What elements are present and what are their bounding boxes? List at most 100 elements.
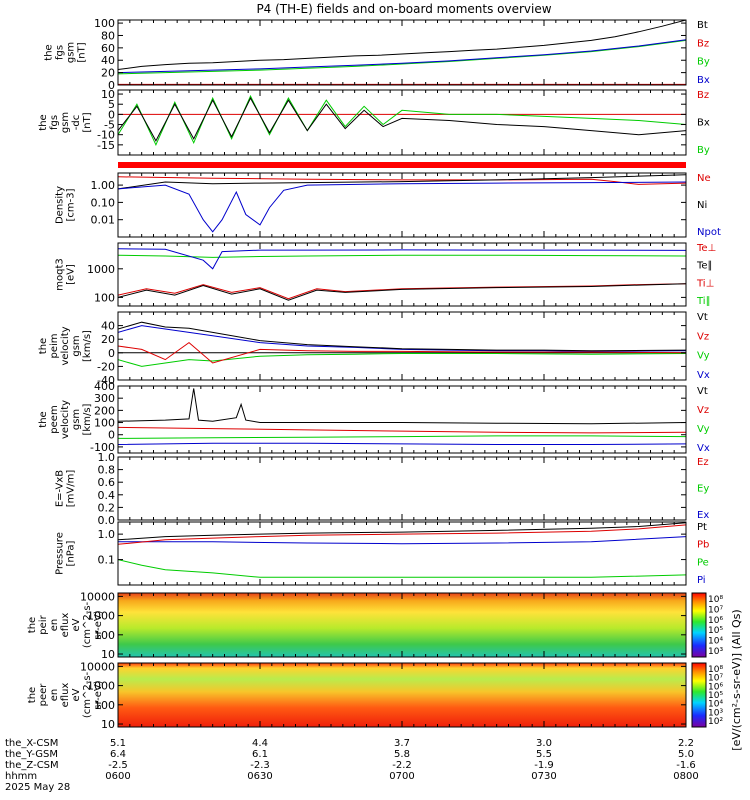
y-axis-label-line: eV — [71, 618, 82, 631]
spectrogram-image — [118, 663, 686, 727]
series-line-Pi — [118, 536, 686, 545]
legend-Vz: Vz — [697, 331, 709, 342]
colorbar-tick-label: 10⁴ — [708, 700, 723, 710]
y-axis-label: the peem velocity gsm [km/s] — [38, 400, 93, 439]
y-axis-label-line: the — [38, 411, 49, 427]
footer-value: 4.4 — [252, 738, 268, 749]
legend-Te⊥: Te⊥ — [696, 243, 716, 254]
legend-Pi: Pi — [697, 575, 706, 586]
y-tick-label: -40 — [97, 374, 115, 387]
footer-value: 6.4 — [110, 749, 126, 760]
legend-Pb: Pb — [697, 540, 709, 551]
y-tick-label: 5 — [108, 98, 115, 111]
y-axis-label-line: gsm — [71, 335, 82, 356]
series-line-Vt — [118, 388, 686, 425]
legend-Vz: Vz — [697, 405, 709, 416]
series-line-By — [118, 39, 686, 75]
legend-Ex: Ex — [697, 510, 709, 521]
y-axis-label-line: [nT] — [82, 112, 93, 132]
y-axis-label-line: [nT] — [77, 42, 88, 62]
y-tick-label: 0.2 — [98, 501, 116, 514]
y-axis-label-line: the — [38, 338, 49, 354]
y-axis-label-line: eflux — [60, 683, 71, 708]
y-axis-label-line: moqt3 — [55, 258, 66, 291]
y-tick-label: -100 — [90, 441, 115, 454]
y-axis-label-line: the — [27, 687, 38, 703]
y-axis-label-line: peer — [38, 683, 49, 707]
y-axis-label-line: [cm-3] — [66, 188, 77, 221]
y-tick-label: 0 — [108, 347, 115, 360]
y-tick-label: 0.01 — [91, 214, 116, 227]
y-axis-label-line: sr-eV) — [93, 610, 104, 639]
y-tick-label: 1000 — [87, 610, 115, 623]
series-line-Vz — [118, 426, 686, 434]
y-tick-label: 1.00 — [91, 179, 116, 192]
footer-value: 3.0 — [536, 738, 552, 749]
colorbar-tick-label: 10³ — [708, 647, 723, 657]
y-axis-label-line: fgs — [49, 115, 60, 130]
legend-Vx: Vx — [697, 370, 710, 381]
panel-frame — [117, 242, 687, 307]
panel-efield: 0.00.20.40.60.81.0 E=-VxB [mV/m] Ez Ey Ex — [55, 451, 710, 527]
colorbar-tick-label: 10⁶ — [708, 616, 723, 626]
series-line-Bx — [118, 39, 686, 74]
footer-value: 5.8 — [394, 749, 410, 760]
y-axis-label: the peer en eflux eV (cm^2-s-sr-eV) — [27, 671, 104, 718]
series-line-Te∥ — [118, 283, 686, 301]
y-axis-label-line: [km/s] — [82, 330, 93, 362]
y-axis-label: E=-VxB [mV/m] — [55, 470, 77, 508]
series-line-Vy — [118, 435, 686, 439]
footer-value: -2.2 — [392, 760, 412, 771]
y-tick-label: 40 — [101, 54, 115, 67]
y-tick-label: 0.8 — [98, 464, 116, 477]
y-tick-label: -20 — [97, 360, 115, 373]
y-axis-label-line: eflux — [60, 613, 71, 638]
y-tick-label: -15 — [97, 139, 115, 152]
y-axis-label-line: Density — [55, 186, 66, 224]
y-axis-label-line: peir — [38, 614, 49, 634]
legend-Bz: Bz — [697, 90, 709, 101]
y-tick-label: 100 — [94, 17, 115, 30]
legend-Te∥: Te∥ — [696, 261, 713, 272]
series-line-Vy — [118, 353, 686, 367]
panel-frame — [117, 19, 687, 86]
y-tick-label: 0.10 — [91, 196, 116, 209]
y-axis-label-line: fgs — [55, 45, 66, 60]
panel-frame — [117, 89, 687, 156]
y-axis-label-line: [km/s] — [82, 403, 93, 435]
panel-pressure: 1.0 0.1 Pressure [nPa] Pt Pb Pe Pi — [55, 521, 709, 586]
y-axis-label-line: (cm^2-s- — [82, 601, 93, 648]
y-tick-label: 10000 — [80, 590, 115, 603]
footer-row-label: the_Z-CSM — [5, 760, 59, 771]
y-axis-label: the peim velocity gsm [km/s] — [38, 326, 93, 365]
y-axis-label-line: en — [49, 689, 60, 702]
y-axis-label-line: velocity — [60, 326, 71, 365]
series-line-Npot — [118, 181, 686, 233]
panel-temps: 1000 100 moqt3 [eV] Te⊥ Te∥ Ti⊥ Ti∥ — [55, 242, 716, 307]
y-tick-label: 10000 — [80, 660, 115, 673]
y-tick-label: 100 — [94, 699, 115, 712]
y-axis-label-line: the — [27, 617, 38, 633]
y-tick-label: 1000 — [87, 263, 115, 276]
panel-frame — [117, 456, 687, 521]
series-line-Vz — [118, 341, 686, 364]
footer-value: 3.7 — [394, 738, 410, 749]
footer-value: 0800 — [673, 771, 698, 782]
y-tick-label: 0.1 — [98, 554, 116, 567]
legend-Ez: Ez — [697, 457, 709, 468]
series-line-Vx — [118, 325, 686, 352]
series-line-Bx — [118, 97, 686, 142]
legend-Npot: Npot — [697, 227, 721, 238]
y-axis-label-line: [nPa] — [66, 540, 77, 566]
y-axis-label-line: (cm^2-s- — [82, 671, 93, 718]
y-tick-label: 100 — [94, 291, 115, 304]
footer-value: 0730 — [531, 771, 556, 782]
y-axis-label-line: en — [49, 619, 60, 632]
plot-title: P4 (TH-E) fields and on-board moments ov… — [256, 2, 551, 16]
footer-value: 0630 — [247, 771, 272, 782]
y-axis-label: Density [cm-3] — [55, 186, 77, 224]
y-axis-label: moqt3 [eV] — [55, 258, 77, 291]
series-line-Pt — [118, 522, 686, 541]
